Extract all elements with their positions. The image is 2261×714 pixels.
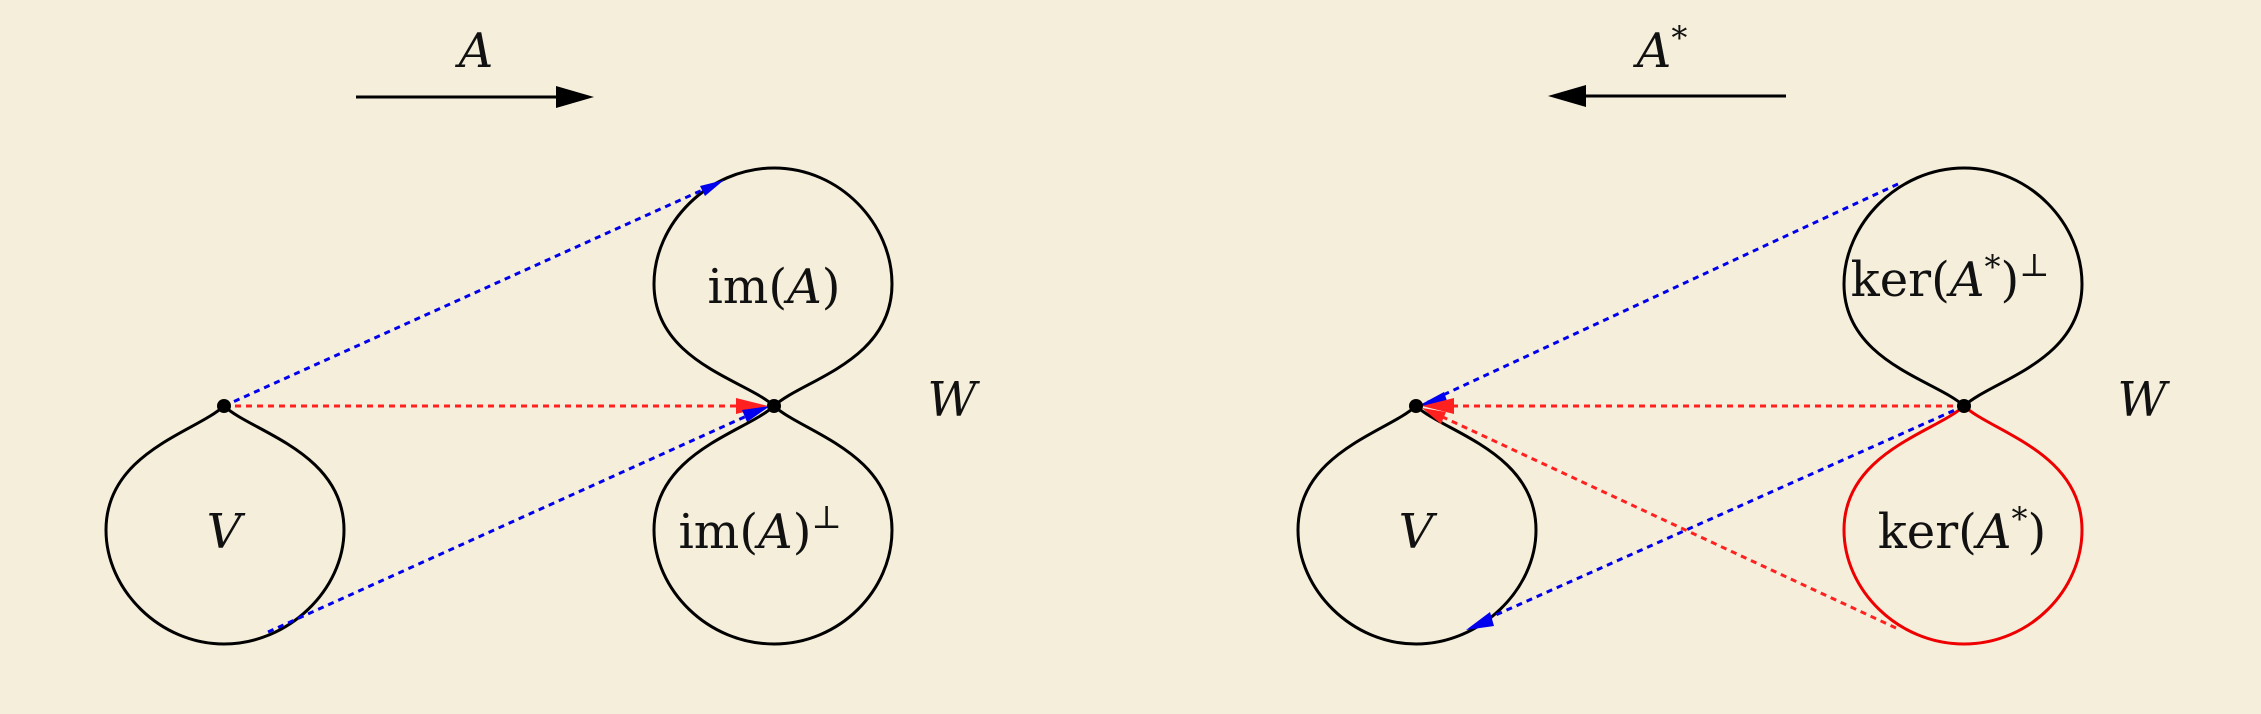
left-upper-region-label: im(A) <box>708 259 841 315</box>
left-codomain-label: W <box>927 372 980 428</box>
right-blue-arrow-lower <box>1479 404 1965 624</box>
right-codomain-lower-region <box>1842 403 2084 646</box>
right-lower-region-label: ker(A*) <box>1878 500 2047 560</box>
left-codomain-upper-region <box>652 166 894 409</box>
left-blue-arrowhead-upper <box>700 180 724 196</box>
right-blue-arrowhead-lower <box>1466 612 1494 630</box>
right-red-arrowhead-lower <box>1422 408 1446 424</box>
right-panel: A* V ker(A*)⊥ ker(A*) W <box>1296 19 2170 646</box>
left-domain-label: V <box>207 504 246 560</box>
left-codomain-origin-point <box>767 399 781 413</box>
right-codomain-origin-point <box>1957 399 1971 413</box>
right-codomain-label: W <box>2117 372 2170 428</box>
left-map-label: A <box>455 23 494 79</box>
right-upper-region-label: ker(A*)⊥ <box>1851 246 2050 308</box>
right-blue-arrow-upper <box>1427 182 1899 404</box>
right-red-arrowhead <box>1422 398 1454 414</box>
left-blue-arrowhead-lower <box>742 406 770 422</box>
left-map-arrow <box>356 86 594 108</box>
left-domain-region-v <box>104 403 346 646</box>
left-panel: A V im(A) im(A)⊥ W <box>104 23 980 646</box>
left-blue-arrow-lower <box>267 408 761 634</box>
left-domain-origin-point <box>217 399 231 413</box>
right-domain-label: V <box>1399 504 1438 560</box>
left-blue-arrow-upper <box>223 181 719 408</box>
right-domain-region-v <box>1296 403 1538 646</box>
left-codomain-lower-region <box>652 403 894 646</box>
right-map-arrow <box>1548 85 1786 107</box>
left-lower-region-label: im(A)⊥ <box>678 498 841 560</box>
right-codomain-upper-region <box>1842 166 2084 409</box>
right-map-label: A* <box>1633 19 1688 79</box>
right-domain-origin-point <box>1409 399 1423 413</box>
right-red-arrow-lower <box>1431 410 1897 630</box>
